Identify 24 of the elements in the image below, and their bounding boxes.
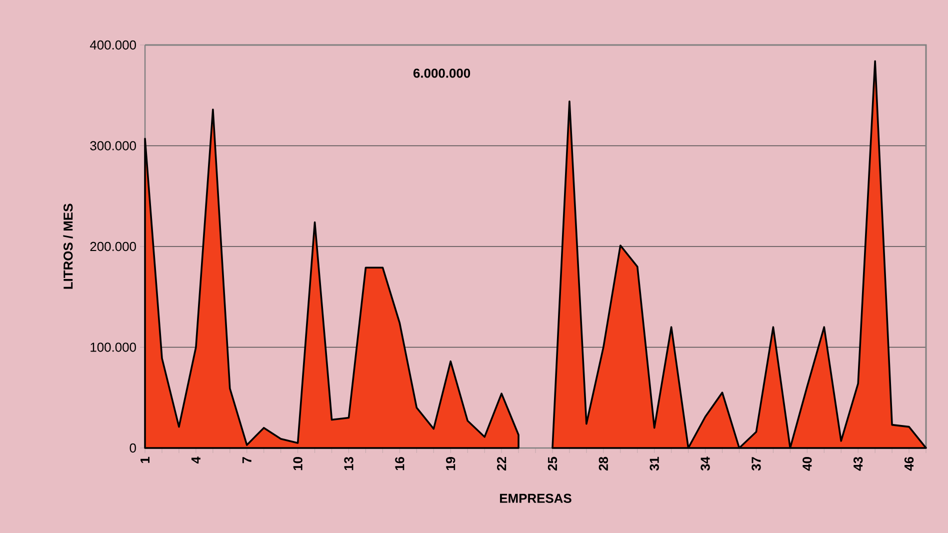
annotation: 6.000.000 [413,68,470,78]
x-tick-label: 28 [598,456,608,470]
x-axis-title: EMPRESAS [500,494,572,503]
y-axis-title: LITROS / MES [63,204,73,289]
x-tick-label: 46 [904,456,914,471]
x-tick-label: 37 [752,457,761,471]
x-tick-label: 43 [853,456,863,471]
x-tick-label: 34 [700,456,710,471]
x-tick-label: 31 [650,456,659,471]
x-tick-label: 7 [242,457,252,464]
y-tick-label: 0 [130,443,136,453]
x-tick-label: 25 [548,456,558,470]
y-tick-label: 300.000 [90,141,136,150]
y-tick-label: 400.000 [90,40,136,50]
y-tick-label: 200.000 [90,242,136,252]
x-tick-label: 10 [293,457,302,470]
x-tick-label: 16 [395,456,404,470]
x-tick-label: 22 [497,457,506,470]
x-tick-label: 13 [344,456,354,470]
y-tick-label: 100.000 [90,342,136,352]
x-tick-label: 1 [140,456,150,463]
x-tick-label: 40 [802,457,812,471]
x-tick-label: 19 [446,456,456,470]
x-tick-label: 4 [191,456,200,464]
